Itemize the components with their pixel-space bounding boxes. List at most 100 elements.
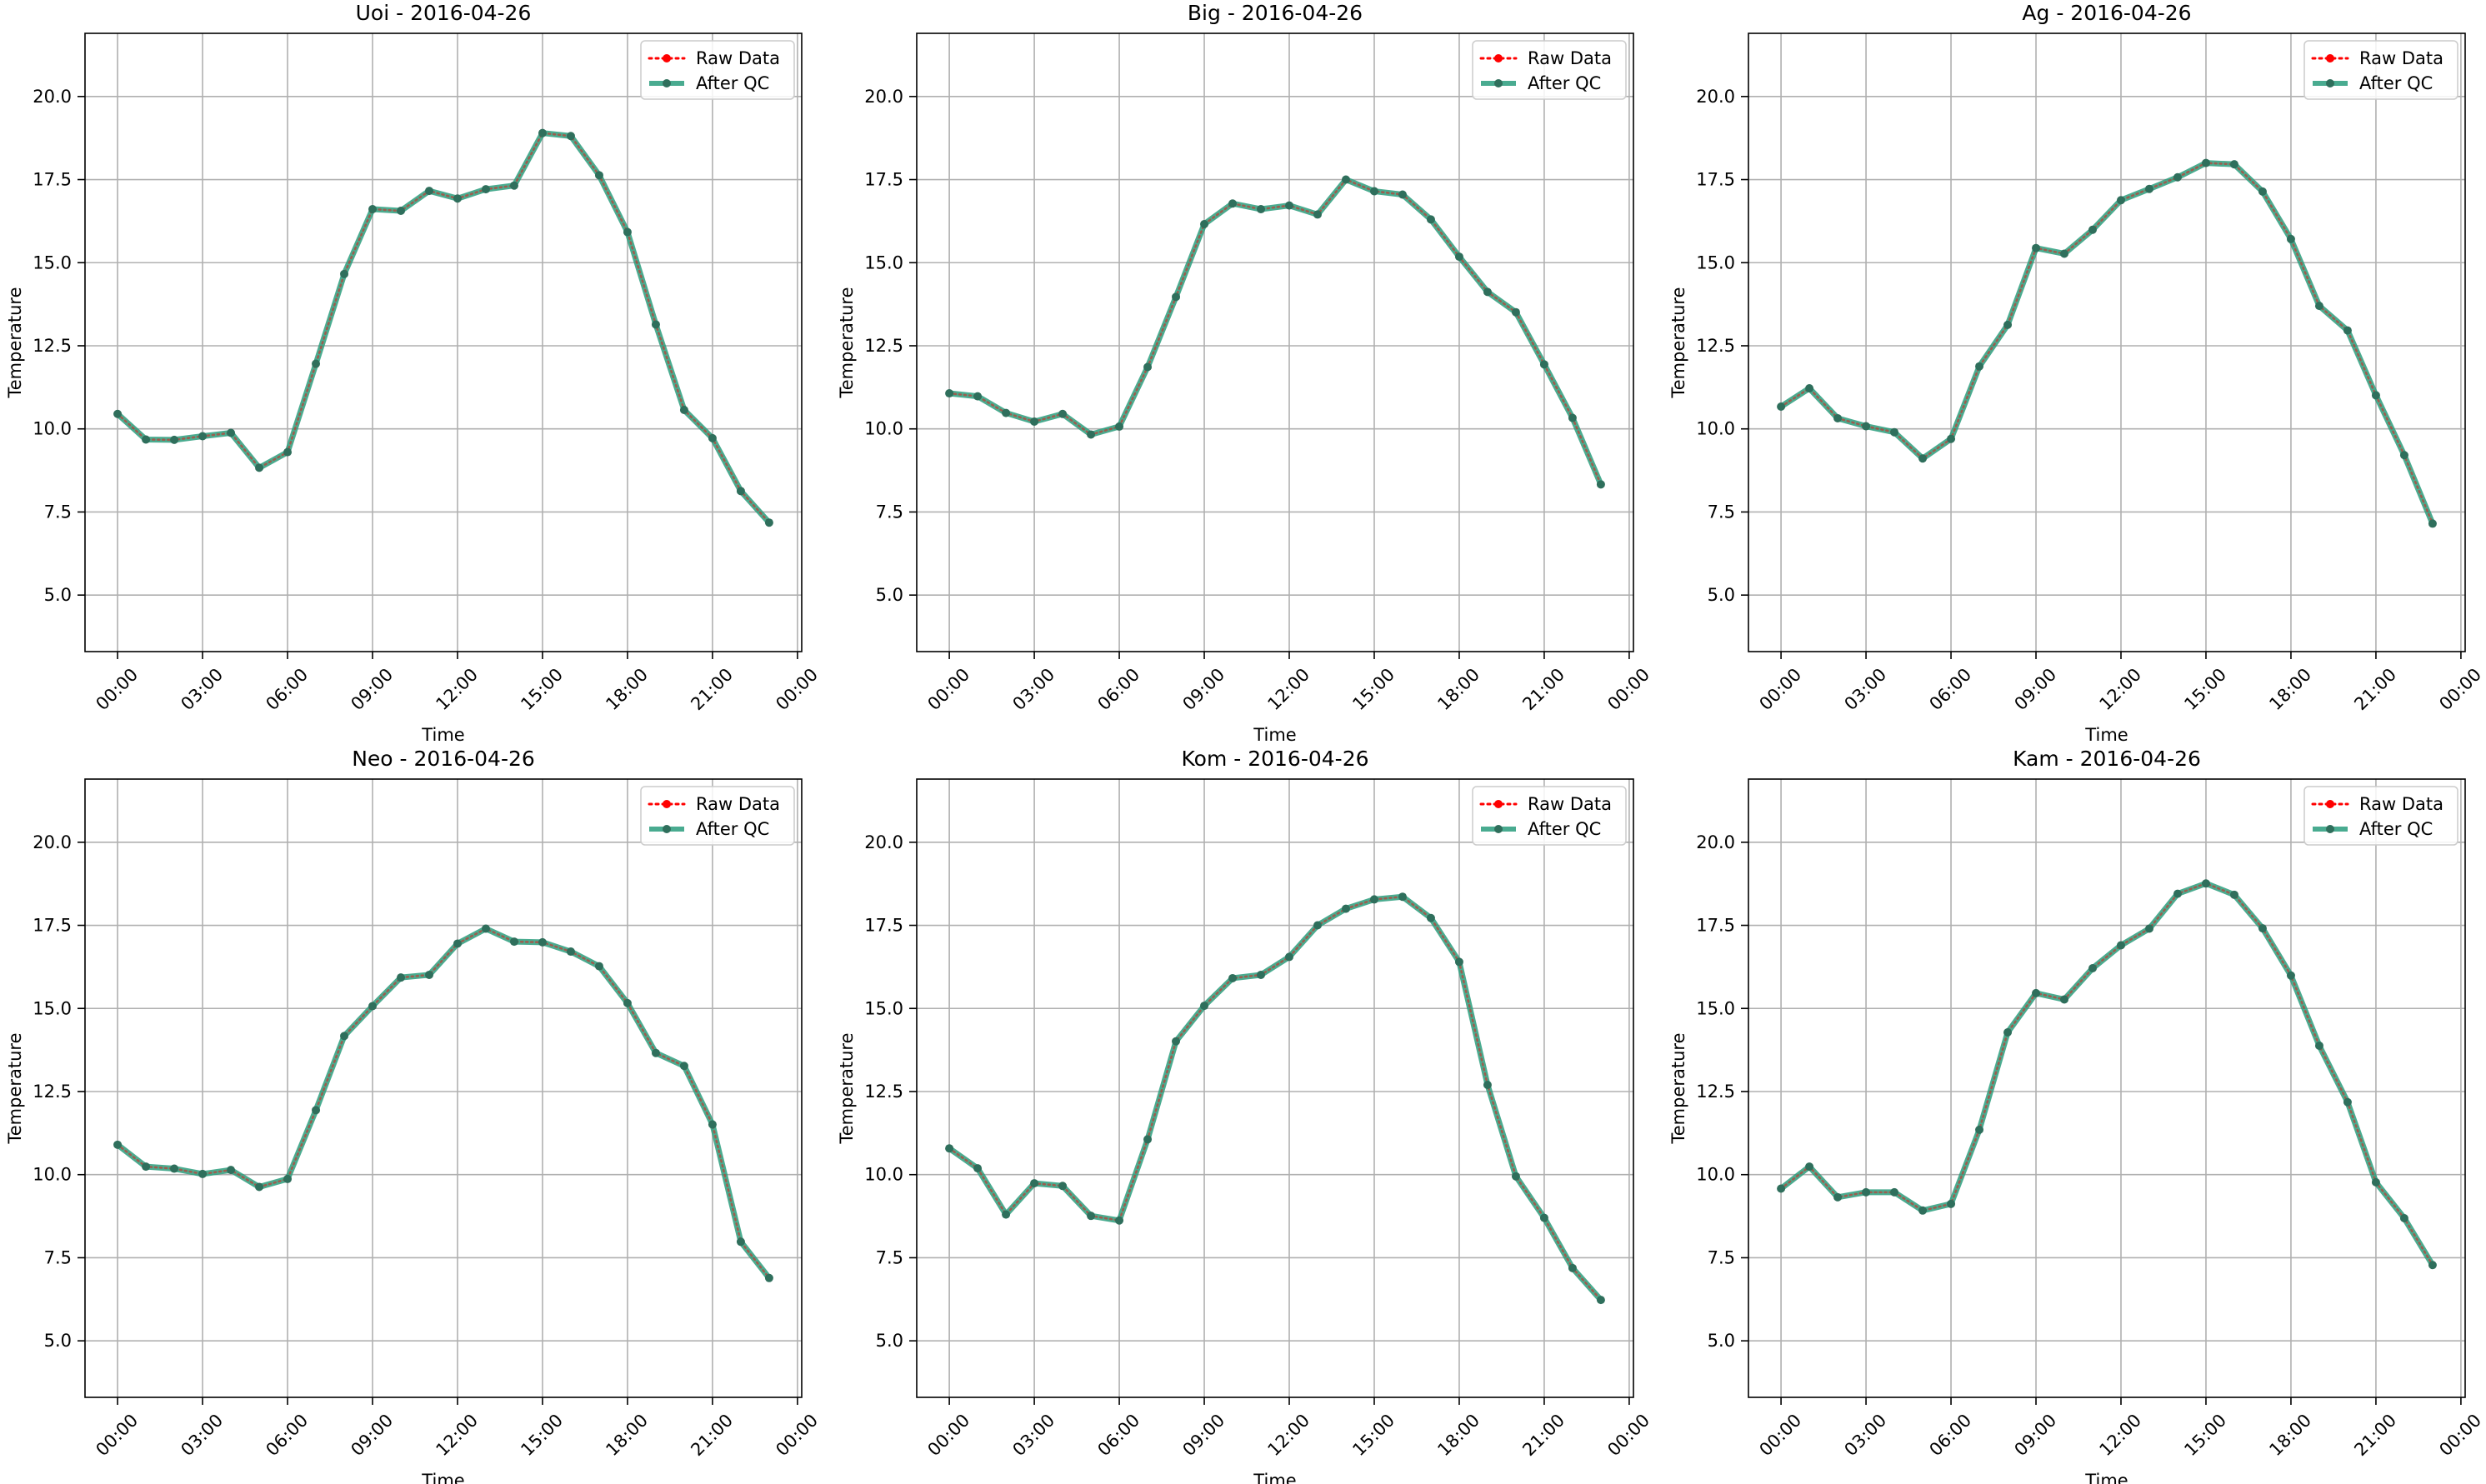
raw-data-line [948, 177, 1603, 486]
qc-point [113, 409, 123, 418]
qc-point [1143, 1135, 1153, 1144]
x-tick-label: 00:00 [1603, 664, 1653, 714]
after-qc-line [114, 130, 773, 526]
qc-point [764, 1273, 773, 1282]
qc-point [1115, 1216, 1124, 1225]
x-tick-label: 03:00 [1008, 664, 1058, 714]
legend-raw-marker [1494, 800, 1503, 808]
y-tick-label: 10.0 [33, 1165, 72, 1185]
qc-point [142, 1162, 151, 1172]
x-tick-label: 06:00 [262, 1410, 312, 1460]
qc-point [1862, 422, 1871, 431]
qc-point [1454, 957, 1463, 967]
x-tick-label: 00:00 [923, 664, 973, 714]
after-qc-line [946, 893, 1604, 1303]
x-axis-label: Time [2084, 725, 2128, 745]
x-tick-label: 12:00 [2095, 664, 2145, 714]
plot-area [1748, 779, 2465, 1397]
qc-point [2003, 1027, 2013, 1037]
subplot-title: Ag - 2016-04-26 [2022, 1, 2191, 25]
axes-frame [916, 32, 1634, 652]
subplot-2: 00:00 03:00 06:00 09:00 12:00 15:00 18:00 21:00… [837, 1, 1653, 745]
after-qc-line [114, 926, 773, 1282]
qc-point [227, 1166, 236, 1175]
qc-point [1058, 409, 1068, 418]
qc-point [2286, 971, 2295, 980]
qc-point [973, 1164, 983, 1173]
qc-point [312, 1106, 321, 1115]
y-tick-label: 15.0 [1696, 998, 1735, 1018]
y-tick-label: 10.0 [864, 419, 903, 439]
qc-point [1087, 1212, 1096, 1221]
qc-point [397, 973, 406, 982]
y-tick-label: 5.0 [876, 585, 903, 605]
y-tick-label: 7.5 [1708, 502, 1735, 522]
raw-data-line [948, 895, 1603, 1302]
subplot-1: 00:00 03:00 06:00 09:00 12:00 15:00 18:00 21:00… [5, 1, 822, 745]
y-tick-label: 17.5 [33, 916, 72, 936]
qc-point [2060, 249, 2069, 258]
y-tick-label: 12.5 [33, 336, 72, 356]
y-tick-label: 15.0 [864, 998, 903, 1018]
qc-point [1200, 1002, 1209, 1011]
qc-point [623, 998, 632, 1007]
qc-point [1918, 454, 1928, 463]
qc-point [1143, 362, 1153, 372]
y-tick-label: 15.0 [33, 998, 72, 1018]
y-axis-label: Temperature [5, 1032, 25, 1144]
qc-point [481, 185, 490, 194]
qc-point [1284, 201, 1293, 210]
qc-point [2428, 1261, 2437, 1270]
qc-point [736, 487, 745, 496]
qc-point [198, 432, 208, 441]
y-tick-label: 20.0 [33, 832, 72, 852]
qc-point [1228, 973, 1238, 982]
qc-point [312, 359, 321, 368]
qc-point [1313, 210, 1322, 219]
qc-point [170, 1164, 179, 1173]
axes-frame [1748, 32, 2466, 652]
qc-point [170, 435, 179, 444]
x-tick-label: 15:00 [1348, 1410, 1398, 1460]
qc-point [2003, 320, 2013, 329]
axes-frame [84, 778, 803, 1398]
qc-point [2371, 1177, 2380, 1187]
qc-point [1777, 402, 1786, 411]
qc-point [1862, 1187, 1871, 1197]
x-tick-label: 18:00 [2265, 664, 2315, 714]
qc-point [2343, 326, 2352, 335]
legend-raw-label: Raw Data [1528, 794, 1612, 814]
points [945, 892, 1605, 1305]
qc-point [1228, 199, 1238, 208]
qc-point [651, 1048, 660, 1057]
after-qc-line [1778, 160, 2436, 527]
y-tick-label: 17.5 [864, 916, 903, 936]
x-tick-label: 00:00 [1755, 1410, 1805, 1460]
grid [917, 779, 1633, 1397]
points [113, 128, 773, 527]
qc-point [509, 181, 518, 190]
qc-point [1596, 480, 1605, 489]
qc-point [2173, 889, 2182, 898]
legend-qc-label: After QC [696, 819, 769, 839]
qc-point [1805, 384, 1814, 393]
plot-area [85, 779, 802, 1397]
qc-point [283, 447, 293, 457]
qc-point [2258, 187, 2267, 196]
x-axis-label: Time [2084, 1471, 2128, 1484]
qc-point [1483, 287, 1492, 297]
qc-point [2343, 1097, 2352, 1107]
y-axis-label: Temperature [837, 1032, 857, 1144]
legend-qc-label: After QC [2359, 819, 2433, 839]
after-qc-line [1778, 880, 2436, 1268]
legend-raw-marker [1494, 54, 1503, 62]
qc-point [425, 970, 434, 979]
y-tick-label: 12.5 [33, 1082, 72, 1102]
axes-frame [916, 778, 1634, 1398]
y-tick-label: 20.0 [33, 87, 72, 107]
legend-qc-label: After QC [696, 73, 769, 93]
x-tick-label: 15:00 [2180, 664, 2230, 714]
x-tick-label: 06:00 [262, 664, 312, 714]
y-tick-label: 20.0 [1696, 832, 1735, 852]
qc-point [1369, 187, 1378, 196]
